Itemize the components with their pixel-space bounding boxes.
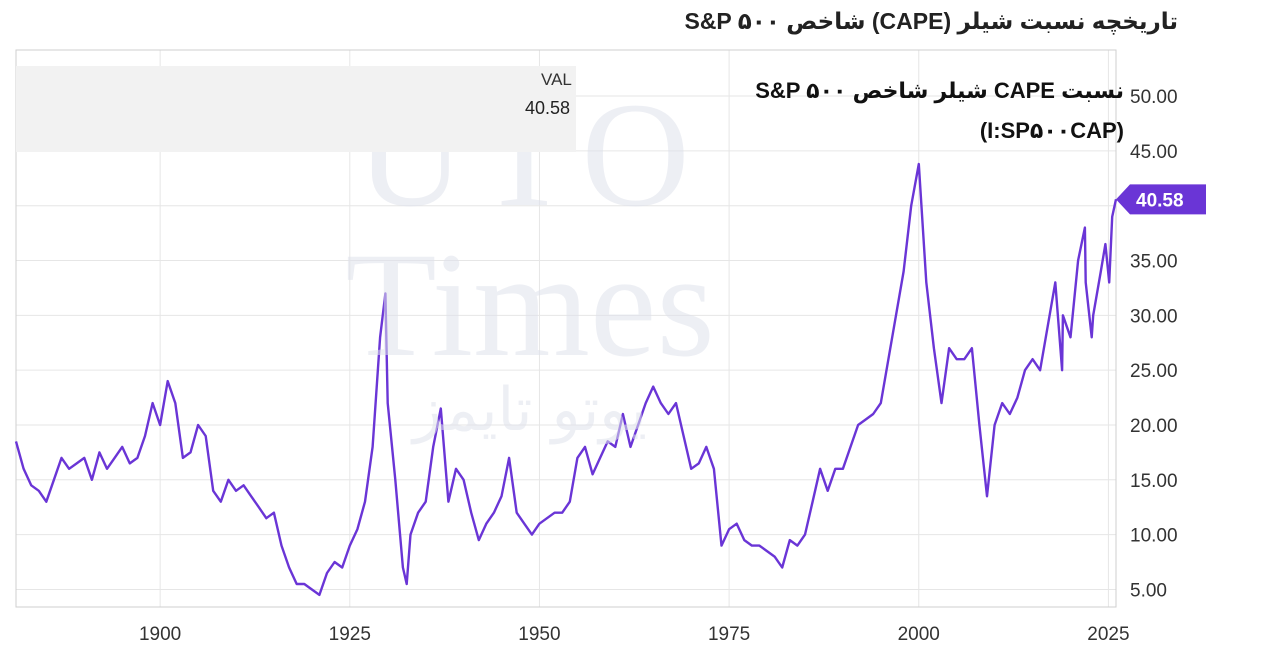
y-tick-label: 45.00	[1130, 142, 1178, 163]
legend-value-header: VAL	[541, 70, 572, 89]
x-tick-label: 2000	[898, 624, 940, 645]
y-tick-label: 5.00	[1130, 580, 1167, 601]
last-value-label: 40.58	[1136, 190, 1184, 211]
y-tick-label: 50.00	[1130, 87, 1178, 108]
y-tick-label: 30.00	[1130, 306, 1178, 327]
y-tick-label: 15.00	[1130, 471, 1178, 492]
y-tick-label: 10.00	[1130, 526, 1178, 547]
y-tick-label: 25.00	[1130, 361, 1178, 382]
x-tick-label: 1975	[708, 624, 750, 645]
x-axis-ticks: 1900 1925 1950 1975 2000 2025	[139, 624, 1130, 645]
x-tick-label: 1950	[518, 624, 560, 645]
y-axis-ticks: 5.0010.0015.0020.0025.0030.0035.0040.004…	[1130, 87, 1178, 601]
y-tick-label: 20.00	[1130, 416, 1178, 437]
legend-series-name: نسبت CAPE شیلر شاخص S&P ۵۰۰	[755, 78, 1124, 103]
legend-value: 40.58	[525, 98, 571, 118]
x-tick-label: 1925	[329, 624, 371, 645]
last-value-badge	[1116, 184, 1206, 215]
series-layer	[14, 162, 1118, 597]
watermark-line-2: Times	[345, 222, 715, 388]
plot-frame	[15, 49, 1117, 608]
x-tick-label: 1900	[139, 624, 181, 645]
last-value-marker: 40.58	[1116, 184, 1206, 215]
series-line	[14, 162, 1118, 597]
legend-ticker: (I:SP۵۰۰CAP)	[979, 118, 1124, 143]
legend-box	[16, 66, 576, 152]
y-tick-label: 35.00	[1130, 252, 1178, 273]
watermark-line-3: یوتو تایمز	[413, 375, 647, 445]
page-title: تاریخچه نسبت شیلر (CAPE) شاخص S&P ۵۰۰	[684, 8, 1178, 34]
x-tick-label: 2025	[1087, 624, 1129, 645]
